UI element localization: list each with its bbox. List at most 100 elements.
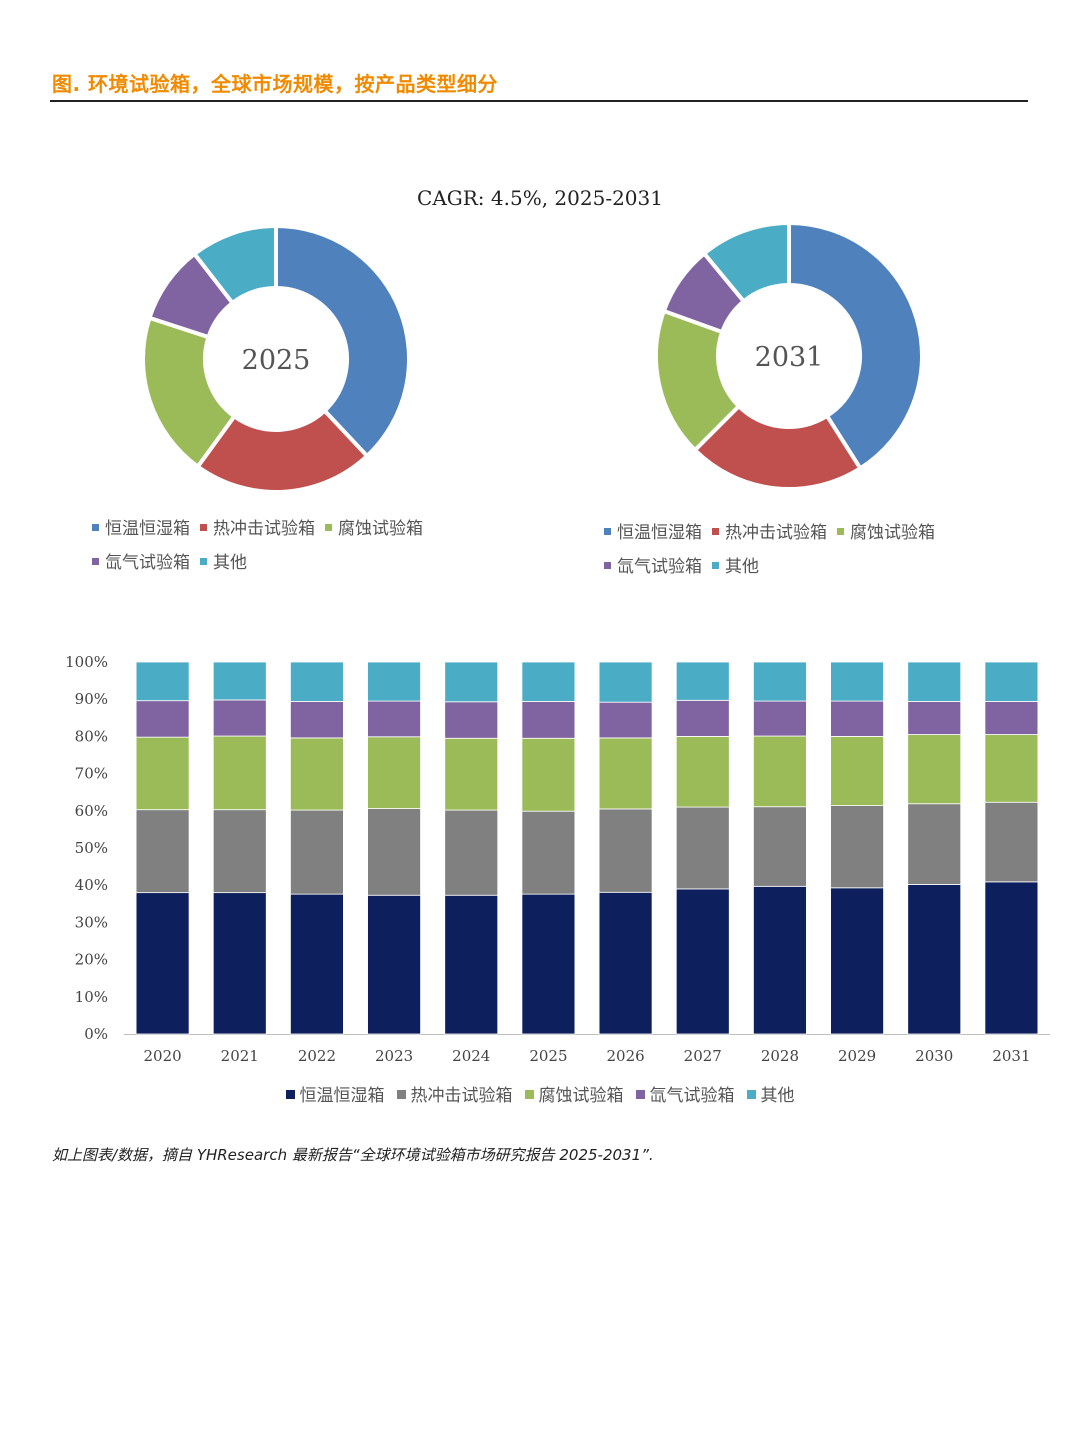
bar-segment-2026-3 (598, 737, 653, 810)
bar-segment-2023-3 (367, 736, 421, 809)
y-tick-label: 90% (75, 690, 108, 708)
bar-segment-2025-4 (521, 701, 576, 739)
bar-segment-2024-3 (444, 737, 499, 811)
y-tick-label: 40% (75, 876, 108, 894)
bar-segment-2026-1 (598, 891, 653, 1035)
bar-segment-2029-1 (830, 887, 884, 1035)
donut-legend-2031: 恒温恒湿箱 热冲击试验箱 腐蚀试验箱氙气试验箱 其他 (604, 516, 984, 584)
bar-segment-2023-2 (367, 808, 421, 896)
source-note: 如上图表/数据，摘自 YHResearch 最新报告“全球环境试验箱市场研究报告… (52, 1146, 654, 1164)
legend-label: 热冲击试验箱 (213, 519, 315, 539)
legend-item: 氙气试验箱 (604, 550, 702, 584)
bar-segment-2021-4 (212, 699, 267, 737)
legend-swatch (285, 1090, 295, 1099)
bar-segment-2029-3 (830, 736, 884, 806)
x-tick-label: 2025 (529, 1047, 567, 1065)
bar-segment-2025-3 (521, 737, 576, 812)
legend-label: 其他 (760, 1086, 795, 1106)
bar-segment-2024-5 (444, 661, 499, 703)
x-tick-label: 2027 (684, 1047, 722, 1065)
bar-segment-2027-2 (675, 806, 730, 890)
legend-swatch (712, 528, 719, 535)
bar-segment-2022-1 (290, 893, 344, 1035)
bar-segment-2021-3 (212, 735, 267, 811)
legend-swatch (712, 562, 719, 569)
x-tick-label: 2023 (375, 1047, 413, 1065)
donut-charts: 2025 2031 (141, 220, 924, 494)
legend-item: 氙气试验箱 (92, 546, 190, 580)
bar-segment-2021-2 (212, 809, 267, 894)
bar-segment-2026-2 (598, 808, 653, 893)
x-tick-label: 2020 (143, 1047, 181, 1065)
bar-segment-2027-3 (675, 736, 730, 808)
bar-segment-2022-2 (290, 809, 344, 895)
bar-segment-2021-1 (212, 892, 267, 1035)
legend-label: 腐蚀试验箱 (538, 1086, 624, 1106)
bar-segment-2031-5 (984, 661, 1039, 702)
y-tick-label: 80% (75, 727, 108, 745)
bar-segment-2028-4 (753, 700, 807, 737)
bar-segment-2022-4 (290, 701, 344, 739)
legend-item: 其他 (746, 1081, 795, 1106)
donut-center-label: 2031 (755, 342, 824, 373)
bar-segment-2024-4 (444, 701, 499, 739)
bar-segment-2023-4 (367, 700, 421, 738)
x-tick-label: 2030 (915, 1047, 953, 1065)
legend-swatch (92, 558, 99, 565)
bar-segment-2020-1 (135, 892, 190, 1035)
legend-item: 腐蚀试验箱 (524, 1081, 624, 1106)
bar-segment-2024-1 (444, 894, 499, 1035)
legend-item: 腐蚀试验箱 (325, 512, 423, 546)
legend-label: 其他 (213, 553, 247, 573)
legend-item: 其他 (200, 546, 247, 580)
x-tick-label: 2022 (298, 1047, 336, 1065)
bar-segment-2031-4 (984, 701, 1039, 735)
legend-item: 其他 (712, 550, 759, 584)
bar-segment-2025-5 (521, 661, 576, 702)
cagr-label: CAGR: 4.5%, 2025-2031 (417, 186, 663, 210)
legend-label: 热冲击试验箱 (725, 523, 827, 543)
bar-segment-2030-1 (907, 884, 962, 1035)
legend-label: 其他 (725, 557, 759, 577)
donut-slice-2025-2 (195, 407, 370, 494)
legend-item: 恒温恒湿箱 (604, 516, 702, 550)
bar-segment-2027-5 (675, 661, 730, 701)
donut-slice-2031-5 (701, 220, 791, 305)
bar-segment-2031-1 (984, 881, 1039, 1035)
legend-item: 氙气试验箱 (635, 1081, 735, 1106)
legend-label: 恒温恒湿箱 (105, 519, 190, 539)
bar-segment-2030-3 (907, 734, 962, 805)
x-tick-label: 2031 (992, 1047, 1030, 1065)
bar-segment-2025-1 (521, 893, 576, 1035)
legend-label: 恒温恒湿箱 (299, 1086, 385, 1106)
bar-segment-2028-3 (753, 735, 807, 808)
legend-label: 热冲击试验箱 (410, 1086, 513, 1106)
legend-swatch (200, 524, 207, 531)
title-divider (50, 100, 1028, 102)
legend-label: 恒温恒湿箱 (617, 523, 702, 543)
bar-segment-2020-2 (135, 809, 190, 894)
legend-item: 恒温恒湿箱 (92, 512, 190, 546)
legend-label: 腐蚀试验箱 (338, 519, 423, 539)
legend-swatch (325, 524, 332, 531)
x-tick-label: 2028 (761, 1047, 799, 1065)
y-tick-label: 60% (75, 802, 108, 820)
donut-slice-2025-3 (141, 315, 238, 470)
bar-segment-2021-5 (212, 661, 267, 701)
legend-swatch (524, 1090, 534, 1099)
legend-label: 腐蚀试验箱 (850, 523, 935, 543)
y-tick-label: 100% (65, 653, 108, 671)
legend-swatch (92, 524, 99, 531)
x-tick-label: 2021 (221, 1047, 259, 1065)
legend-label: 氙气试验箱 (105, 553, 190, 573)
bar-segment-2020-3 (135, 736, 190, 811)
bar-segment-2023-1 (367, 894, 421, 1035)
bar-segment-2030-4 (907, 701, 962, 735)
bar-segment-2022-3 (290, 737, 344, 811)
y-tick-label: 20% (75, 951, 108, 969)
bar-segment-2026-4 (598, 701, 653, 739)
donut-legend-2025: 恒温恒湿箱 热冲击试验箱 腐蚀试验箱氙气试验箱 其他 (92, 512, 472, 580)
legend-item: 恒温恒湿箱 (285, 1081, 385, 1106)
bar-segment-2028-2 (753, 806, 807, 887)
donut-slice-2025-5 (191, 223, 278, 306)
